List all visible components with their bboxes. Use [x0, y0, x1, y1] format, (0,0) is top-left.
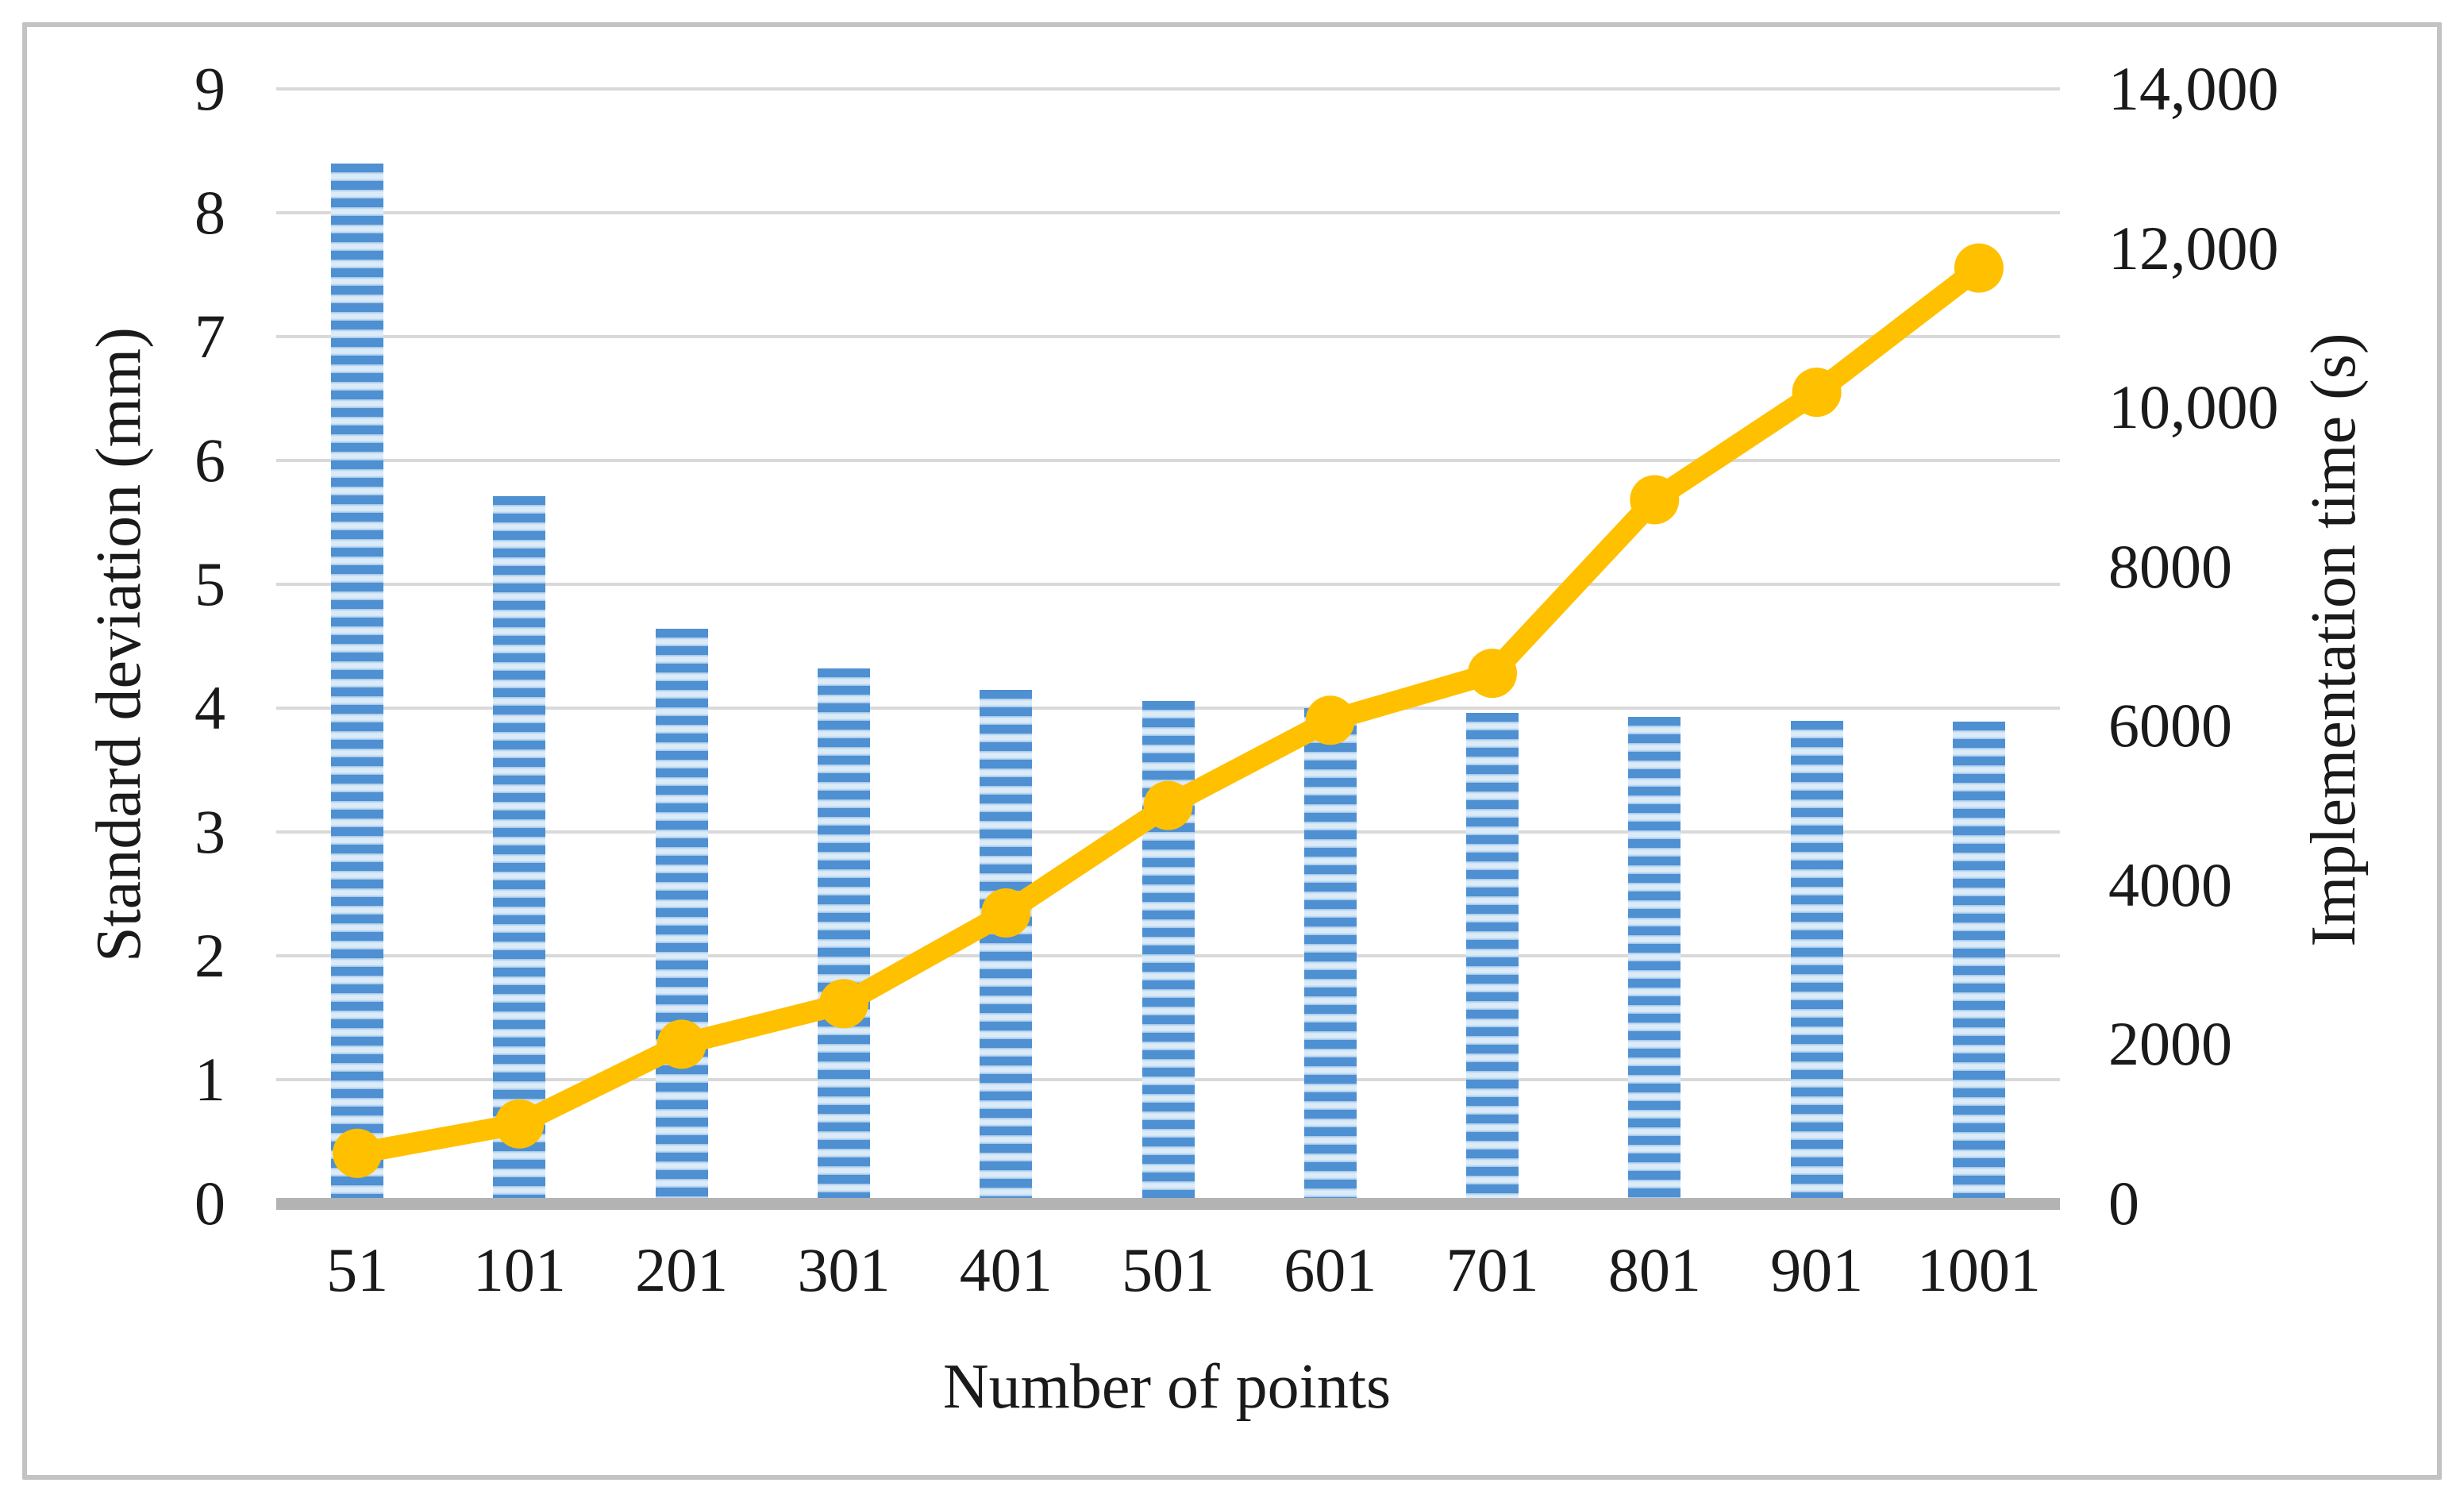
line-marker-901	[1792, 368, 1842, 418]
bar-301	[817, 668, 870, 1204]
right-tick-0: 0	[2108, 1169, 2139, 1238]
right-tick-2000: 2000	[2108, 1009, 2232, 1079]
left-tick-2: 2	[194, 921, 225, 990]
x-tick-501: 501	[1122, 1235, 1215, 1304]
gridline	[276, 459, 2060, 462]
left-tick-0: 0	[194, 1169, 225, 1238]
line-marker-1001	[1954, 243, 2004, 293]
line-marker-51	[333, 1128, 383, 1178]
x-tick-101: 101	[472, 1235, 566, 1304]
line-series	[333, 243, 2004, 1178]
left-tick-5: 5	[194, 549, 225, 618]
bar-51	[331, 163, 384, 1204]
x-axis-title: Number of points	[942, 1352, 1392, 1422]
x-tick-401: 401	[959, 1235, 1053, 1304]
bar-201	[655, 629, 708, 1204]
gridline	[276, 335, 2060, 338]
line-marker-401	[981, 888, 1031, 938]
x-tick-601: 601	[1284, 1235, 1377, 1304]
left-tick-7: 7	[194, 302, 225, 371]
right-tick-8000: 8000	[2108, 531, 2232, 601]
left-axis-title: Standard deviation (mm)	[84, 327, 154, 962]
left-tick-1: 1	[194, 1045, 225, 1114]
line-marker-501	[1143, 780, 1193, 830]
bar-601	[1303, 708, 1357, 1204]
right-tick-12000: 12,000	[2108, 213, 2279, 283]
bar-801	[1628, 716, 1681, 1204]
left-tick-8: 8	[194, 178, 225, 247]
x-tick-801: 801	[1607, 1235, 1701, 1304]
line-path	[346, 257, 1990, 1165]
bar-701	[1466, 713, 1519, 1204]
gridline	[276, 211, 2060, 214]
x-axis-line	[276, 1198, 2060, 1210]
bar-401	[980, 689, 1033, 1204]
left-tick-9: 9	[194, 54, 225, 123]
x-tick-901: 901	[1770, 1235, 1864, 1304]
line-marker-701	[1468, 649, 1517, 699]
bar-101	[493, 496, 546, 1204]
gridline	[276, 583, 2060, 586]
bar-901	[1790, 720, 1843, 1204]
left-tick-6: 6	[194, 426, 225, 495]
x-tick-201: 201	[635, 1235, 729, 1304]
x-tick-1001: 1001	[1916, 1235, 2041, 1304]
left-tick-4: 4	[194, 673, 225, 742]
right-axis-title: Implementation time (s)	[2299, 333, 2369, 947]
line-marker-301	[819, 979, 868, 1029]
x-tick-701: 701	[1446, 1235, 1539, 1304]
line-marker-101	[495, 1099, 545, 1149]
x-tick-301: 301	[797, 1235, 891, 1304]
line-marker-801	[1630, 475, 1680, 525]
x-tick-51: 51	[326, 1235, 389, 1304]
gridline	[276, 87, 2060, 91]
right-tick-14000: 14,000	[2108, 54, 2279, 123]
line-marker-201	[656, 1019, 706, 1069]
right-tick-6000: 6000	[2108, 691, 2232, 761]
left-tick-3: 3	[194, 797, 225, 866]
figure-border	[22, 22, 2442, 1480]
right-tick-10000: 10,000	[2108, 372, 2279, 442]
plot-area	[276, 87, 2060, 1210]
bar-1001	[1952, 722, 2005, 1204]
line-marker-601	[1305, 695, 1355, 745]
right-tick-4000: 4000	[2108, 849, 2232, 919]
